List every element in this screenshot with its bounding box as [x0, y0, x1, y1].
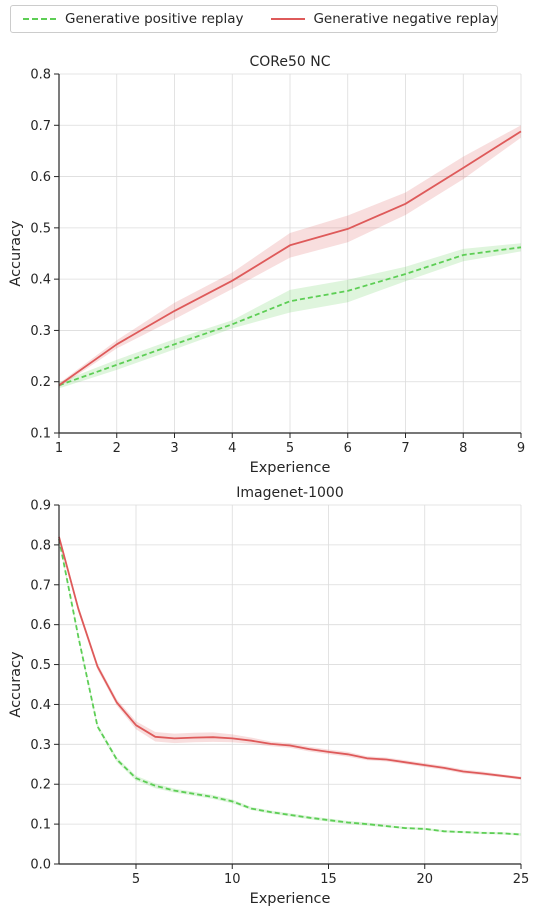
y-tick-label: 0.8	[30, 68, 51, 83]
x-axis-label: Experience	[250, 891, 331, 907]
y-axis-label: Accuracy	[8, 220, 24, 287]
x-tick-label: 25	[513, 872, 530, 887]
legend-label-positive: Generative positive replay	[65, 11, 244, 27]
x-axis-label: Experience	[250, 460, 331, 476]
y-tick-label: 0.4	[30, 273, 51, 288]
y-tick-label: 0.6	[30, 618, 51, 633]
x-tick-label: 7	[401, 441, 409, 456]
series-band-positive	[59, 536, 521, 836]
y-tick-label: 0.4	[30, 698, 51, 713]
x-tick-label: 9	[517, 441, 525, 456]
x-tick-label: 15	[320, 872, 337, 887]
x-tick-label: 20	[416, 872, 433, 887]
x-tick-label: 6	[344, 441, 352, 456]
y-tick-label: 0.6	[30, 170, 51, 185]
chart-imagenet-1000: 0.0 0.1 0.2 0.3 0.4 0.5 0.6 0.7 0.8 0.9 5 10 15 20 25 I…	[8, 485, 529, 907]
series-line-positive	[58, 246, 522, 387]
chart-title: CORe50 NC	[249, 54, 330, 70]
y-tick-label: 0.1	[30, 818, 51, 833]
y-tick-label: 0.2	[30, 778, 51, 793]
y-axis-label: Accuracy	[8, 651, 24, 718]
x-tick-label: 5	[286, 441, 294, 456]
y-tick-label: 0.3	[30, 738, 51, 753]
y-tick-label: 0.0	[30, 858, 51, 873]
series-line-negative	[58, 130, 522, 387]
y-tick-label: 0.2	[30, 375, 51, 390]
y-tick-label: 0.7	[30, 119, 51, 134]
series-band-negative	[59, 534, 521, 780]
y-tick-label: 0.3	[30, 324, 51, 339]
y-tick-label: 0.8	[30, 538, 51, 553]
series-band-negative	[59, 125, 521, 388]
legend-item-negative: Generative negative replay	[271, 11, 498, 27]
legend: Generative positive replay Generative ne…	[10, 5, 498, 33]
legend-swatch-positive	[23, 18, 57, 20]
x-tick-label: 3	[170, 441, 178, 456]
x-tick-label: 1	[55, 441, 63, 456]
legend-label-negative: Generative negative replay	[313, 11, 499, 27]
x-tick-label: 4	[228, 441, 236, 456]
x-tick-label: 2	[113, 441, 121, 456]
y-tick-label: 0.7	[30, 578, 51, 593]
legend-swatch-negative	[271, 18, 306, 20]
series-line-negative	[58, 536, 522, 780]
y-tick-label: 0.5	[30, 658, 51, 673]
x-tick-label: 10	[224, 872, 241, 887]
y-tick-label: 0.5	[30, 221, 51, 236]
series-band-positive	[59, 243, 521, 389]
series-line-positive	[58, 538, 522, 836]
chart-title: Imagenet-1000	[236, 485, 344, 501]
chart-core50-nc: 0.1 0.2 0.3 0.4 0.5 0.6 0.7 0.8 1 2 3 4 5 6 7 8 9 CORe50 …	[8, 54, 525, 476]
x-tick-label: 5	[132, 872, 140, 887]
legend-item-positive: Generative positive replay	[23, 11, 243, 27]
y-tick-label: 0.1	[30, 427, 51, 442]
x-tick-label: 8	[459, 441, 467, 456]
y-tick-label: 0.9	[30, 499, 51, 514]
